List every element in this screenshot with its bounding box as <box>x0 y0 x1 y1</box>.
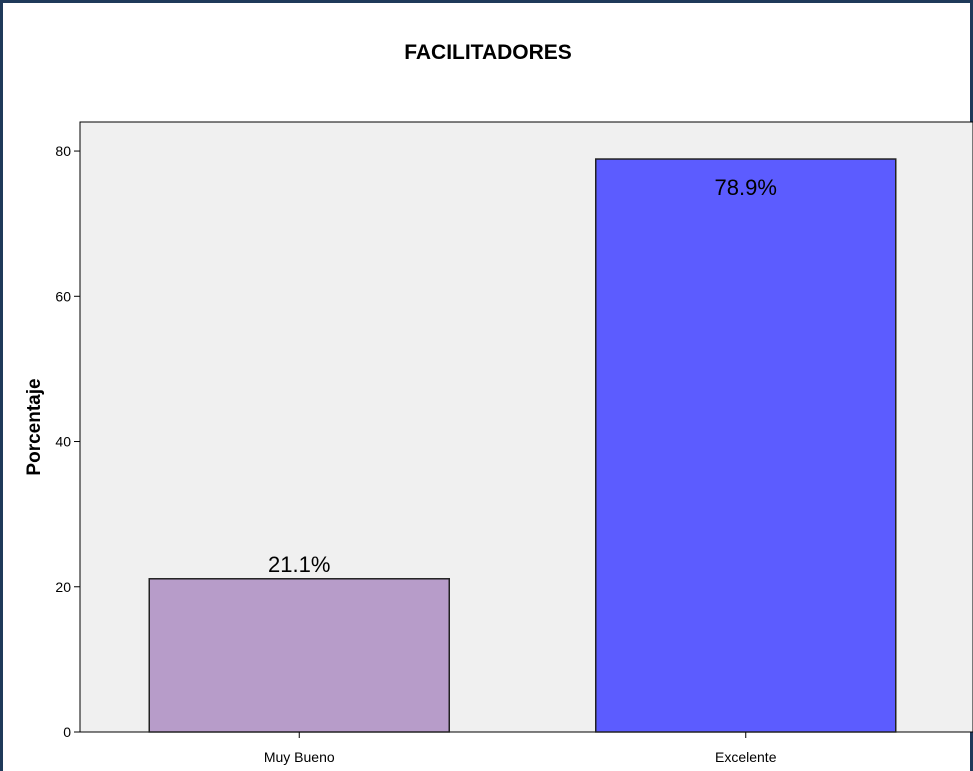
y-axis-title: Porcentaje <box>24 378 45 475</box>
bar-muy-bueno <box>148 578 450 733</box>
y-tick-label: 0 <box>63 724 71 740</box>
x-tick-label: Excelente <box>715 749 777 765</box>
y-axis: 0 20 40 60 80 <box>55 143 80 740</box>
data-label: 21.1% <box>268 552 330 577</box>
x-tick-label: Muy Bueno <box>264 749 335 765</box>
chart-title: FACILITADORES <box>404 41 572 64</box>
y-tick-label: 80 <box>55 143 71 159</box>
data-label: 78.9% <box>715 175 777 200</box>
y-tick-label: 60 <box>55 288 71 304</box>
y-tick-label: 20 <box>55 579 71 595</box>
y-tick-label: 40 <box>55 434 71 450</box>
bars: 21.1% 78.9% <box>148 158 897 733</box>
bar-excelente <box>595 158 897 733</box>
x-axis: Muy Bueno Excelente <box>264 732 777 765</box>
